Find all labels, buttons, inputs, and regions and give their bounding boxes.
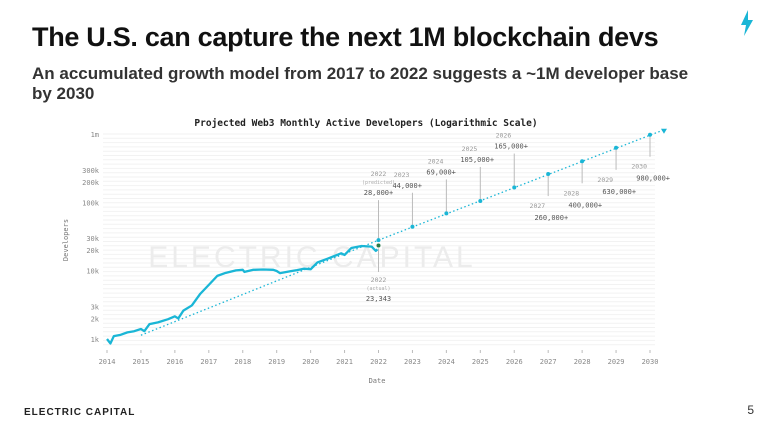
x-tick-label: 2021 — [336, 358, 353, 366]
projection-value: 165,000+ — [494, 143, 528, 151]
projection-year: 2030 — [631, 163, 647, 171]
x-tick-label: 2019 — [268, 358, 285, 366]
actual-year: 2022 — [371, 276, 387, 284]
x-tick-label: 2025 — [472, 358, 489, 366]
projection-value: 28,000+ — [364, 189, 394, 197]
y-tick-label: 1k — [91, 336, 100, 344]
projection-point — [376, 238, 381, 243]
y-tick-label: 30k — [86, 235, 99, 243]
projection-point — [580, 159, 585, 164]
x-axis-label: Date — [369, 377, 386, 385]
y-tick-label: 1m — [91, 131, 99, 139]
projection-point — [444, 211, 449, 216]
projection-value: 69,000+ — [426, 168, 456, 176]
y-tick-label: 10k — [86, 268, 99, 276]
projection-year: 2024 — [428, 157, 444, 165]
y-tick-label: 3k — [91, 303, 100, 311]
projection-point — [478, 198, 483, 203]
actual-value: 23,343 — [366, 295, 391, 303]
arrow-head — [660, 128, 667, 134]
projection-year: 2027 — [530, 202, 546, 210]
x-tick-label: 2016 — [166, 358, 183, 366]
x-tick-label: 2020 — [302, 358, 319, 366]
y-tick-label: 2k — [91, 315, 100, 323]
y-tick-label: 200k — [82, 179, 100, 187]
x-tick-label: 2029 — [608, 358, 625, 366]
x-tick-label: 2023 — [404, 358, 421, 366]
projection-value: 630,000+ — [602, 188, 636, 196]
projection-year: 2029 — [597, 176, 613, 184]
projection-line — [378, 129, 664, 241]
projection-year: 2025 — [462, 145, 478, 153]
projection-year: 2028 — [563, 189, 579, 197]
x-tick-label: 2026 — [506, 358, 523, 366]
x-tick-label: 2017 — [200, 358, 217, 366]
chart-title: Projected Web3 Monthly Active Developers… — [194, 118, 537, 129]
projection-point — [648, 132, 652, 137]
y-axis-label: Developers — [62, 219, 70, 261]
projection-value: 400,000+ — [568, 201, 602, 209]
projection-point — [546, 172, 551, 177]
electric-capital-logo: ELECTRIC CAPITAL — [24, 407, 136, 418]
projection-year: 2026 — [496, 132, 512, 140]
actual-series-line — [106, 244, 379, 345]
x-tick-label: 2024 — [438, 358, 455, 366]
projection-value: 260,000+ — [534, 214, 568, 222]
lightning-bolt-icon — [741, 10, 753, 36]
slide-subtitle: An accumulated growth model from 2017 to… — [32, 64, 689, 103]
trend-line — [140, 239, 379, 336]
actual-note: (actual) — [366, 286, 390, 292]
projection-value: 105,000+ — [460, 156, 494, 164]
actual-point — [376, 243, 381, 248]
projection-value: 44,000+ — [392, 182, 422, 190]
x-tick-label: 2014 — [99, 358, 116, 366]
y-tick-label: 100k — [82, 199, 100, 207]
x-tick-label: 2018 — [234, 358, 251, 366]
projection-point — [512, 185, 517, 190]
projection-point — [614, 145, 619, 150]
page-number: 5 — [747, 403, 754, 417]
x-tick-label: 2028 — [574, 358, 591, 366]
projection-point — [410, 224, 415, 229]
y-tick-label: 300k — [82, 167, 100, 175]
projection-year: 2023 — [394, 171, 410, 179]
projection-year: 2022 — [371, 170, 387, 178]
projection-note: (predicted) — [362, 180, 395, 186]
y-tick-label: 20k — [86, 247, 99, 255]
x-tick-label: 2030 — [642, 358, 659, 366]
projection-value: 980,000+ — [636, 175, 670, 183]
x-tick-label: 2015 — [133, 358, 150, 366]
x-tick-label: 2027 — [540, 358, 557, 366]
x-tick-label: 2022 — [370, 358, 387, 366]
slide-title: The U.S. can capture the next 1M blockch… — [32, 22, 659, 52]
